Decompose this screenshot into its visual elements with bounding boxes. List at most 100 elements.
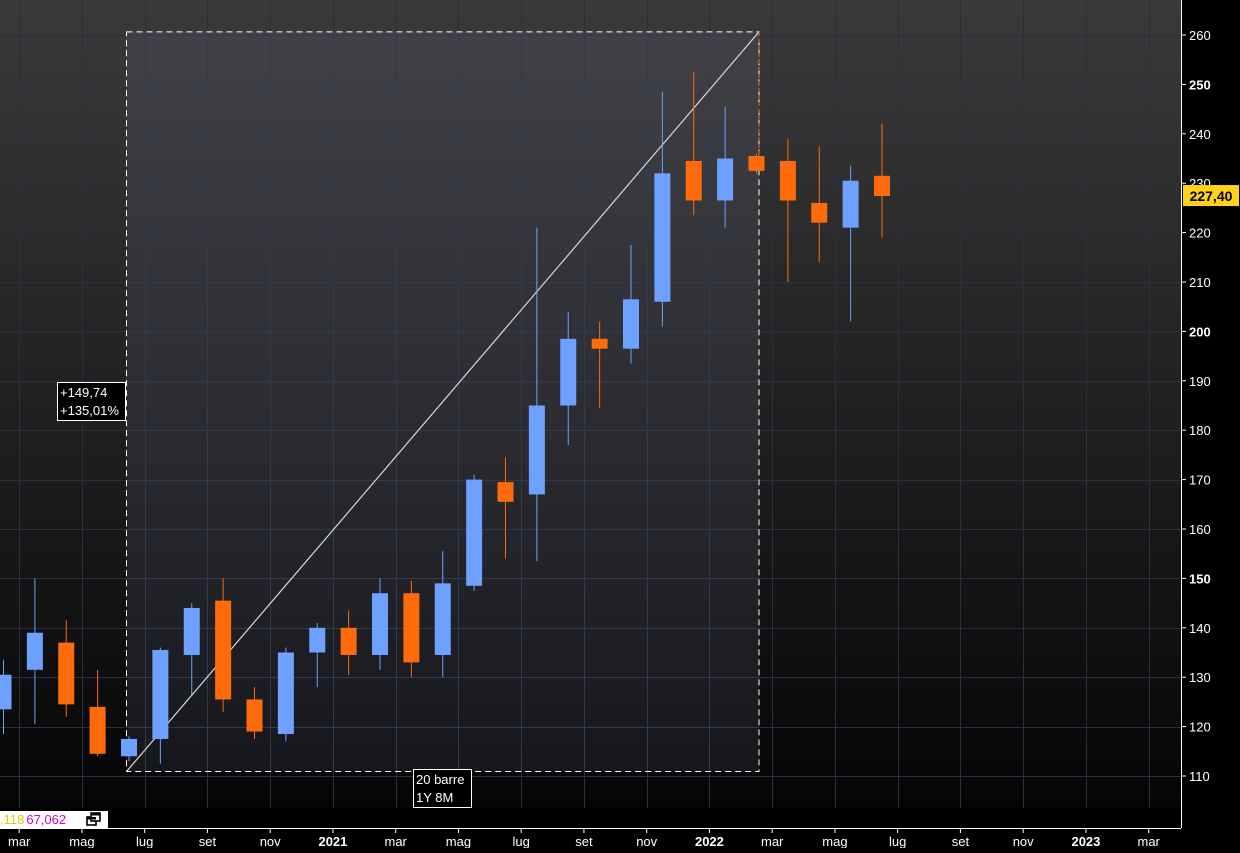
price-tick-label: 210 xyxy=(1189,275,1211,290)
candle-body xyxy=(842,180,859,228)
time-tick-label: set xyxy=(575,834,593,848)
measure-change-label: +149,74 +135,01% xyxy=(57,382,126,421)
candle-body xyxy=(623,299,639,349)
candle-body xyxy=(811,202,828,223)
last-price-badge-bg xyxy=(1183,185,1239,207)
candle-body xyxy=(215,600,232,700)
last-price-badge: 227,40 xyxy=(1183,185,1239,207)
candle xyxy=(183,603,200,695)
window-restore-icon[interactable] xyxy=(86,812,102,826)
candle-body xyxy=(277,652,294,735)
candle-body xyxy=(717,158,734,201)
candle-body xyxy=(340,627,357,655)
price-tick-label: 130 xyxy=(1189,670,1211,685)
candle-body xyxy=(748,156,765,171)
candle-body xyxy=(685,160,702,201)
price-tick-label: 250 xyxy=(1189,77,1211,92)
price-tick-label: 240 xyxy=(1189,127,1211,142)
price-tick-label: 150 xyxy=(1189,571,1211,586)
candle xyxy=(89,669,106,757)
candle xyxy=(779,138,796,282)
price-tick-label: 220 xyxy=(1189,226,1211,241)
candle-body xyxy=(309,627,326,653)
candle xyxy=(591,321,608,408)
candle-body xyxy=(466,479,483,586)
candle xyxy=(842,165,859,322)
candle xyxy=(466,474,483,591)
time-tick-label: mar xyxy=(8,834,31,848)
candle-body xyxy=(89,706,106,754)
candle-body xyxy=(403,593,420,663)
price-tick-label: 170 xyxy=(1189,473,1211,488)
candle xyxy=(685,72,702,216)
price-tick-label: 200 xyxy=(1189,324,1211,339)
time-tick-label: mar xyxy=(761,834,784,848)
measure-bars-box xyxy=(413,769,472,808)
candle-body xyxy=(58,642,75,705)
measure-duration: 1Y 8M xyxy=(416,790,453,805)
candle xyxy=(874,123,890,238)
time-tick-label: nov xyxy=(260,834,281,848)
measure-bars-label: 20 barre 1Y 8M xyxy=(413,769,472,808)
time-tick-label: 2021 xyxy=(318,834,347,848)
candle-body xyxy=(246,699,263,732)
candle xyxy=(372,578,388,670)
grid-lines xyxy=(0,0,1181,808)
time-tick-label: lug xyxy=(136,834,153,848)
candle-body xyxy=(528,405,545,495)
candle-body xyxy=(0,674,12,710)
candle xyxy=(246,687,263,739)
candle xyxy=(0,659,12,735)
candle xyxy=(340,610,357,675)
candle-body xyxy=(591,338,608,349)
candle xyxy=(434,551,451,678)
measure-change-box xyxy=(57,382,126,421)
time-tick-label: lug xyxy=(513,834,530,848)
candle-body xyxy=(654,173,671,302)
time-tick-label: mag xyxy=(446,834,471,848)
time-axis[interactable]: mar mag lug set nov 2021 mar mag lug set nov 2022 ma… xyxy=(8,828,1161,849)
candle-body xyxy=(874,175,890,197)
time-tick-label: 2022 xyxy=(695,834,724,848)
measure-change-pct: +135,01% xyxy=(60,403,119,418)
price-tick-label: 260 xyxy=(1189,28,1211,43)
candle-body xyxy=(372,593,388,655)
measure-diagonal xyxy=(126,31,760,772)
last-price-value: 227,40 xyxy=(1190,188,1233,204)
candles xyxy=(0,72,890,764)
candle xyxy=(58,620,75,717)
time-tick-label: mar xyxy=(384,834,407,848)
candle xyxy=(309,622,326,688)
time-tick-label: mag xyxy=(822,834,847,848)
time-axis-panel xyxy=(0,828,1181,848)
candle-body xyxy=(497,482,514,502)
candle xyxy=(748,153,765,174)
candle-body xyxy=(779,160,796,201)
candle xyxy=(811,146,828,263)
candle xyxy=(717,106,734,228)
price-axis[interactable]: 1101201301401501601701801902002102202302… xyxy=(1181,28,1211,784)
measure-labels: +149,74 +135,01% 20 barre 1Y 8M xyxy=(57,382,472,808)
measure-bar-count: 20 barre xyxy=(416,772,464,787)
time-tick-label: nov xyxy=(636,834,657,848)
candle xyxy=(497,457,514,559)
candle xyxy=(152,647,169,764)
price-axis-panel xyxy=(1181,0,1240,848)
status-value-1: ,118 xyxy=(0,812,25,827)
time-tick-label: mar xyxy=(1137,834,1160,848)
price-tick-label: 110 xyxy=(1189,769,1210,784)
candle-body xyxy=(152,650,169,739)
time-tick-label: lug xyxy=(889,834,906,848)
candle-body xyxy=(121,738,137,757)
candle xyxy=(26,578,43,725)
candle xyxy=(277,647,294,742)
candle-body xyxy=(183,608,200,655)
candle-body xyxy=(26,632,43,670)
candle xyxy=(215,578,232,712)
candle xyxy=(403,580,420,678)
candle-body xyxy=(434,583,451,655)
time-tick-label: mag xyxy=(69,834,94,848)
candle xyxy=(654,91,671,327)
